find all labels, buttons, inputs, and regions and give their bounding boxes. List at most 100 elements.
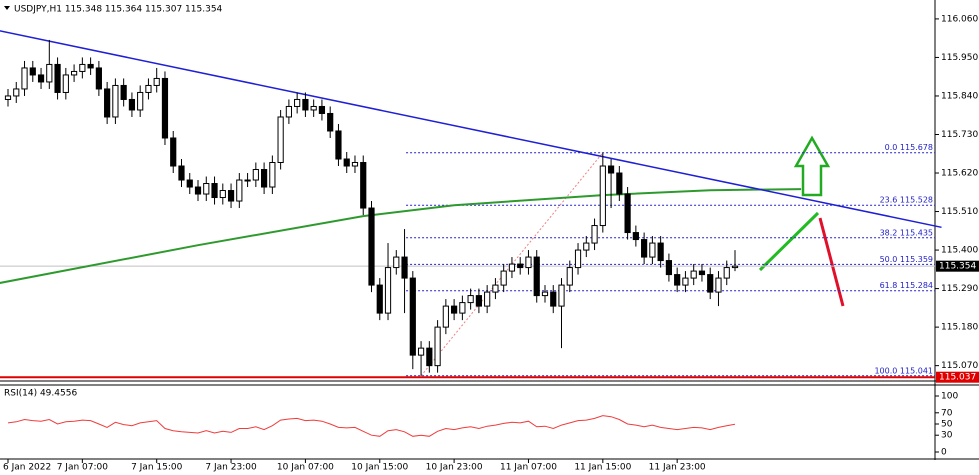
menu-icon <box>4 6 10 10</box>
candle-body <box>37 74 45 83</box>
candle-body <box>649 242 656 258</box>
candle-body <box>170 137 177 167</box>
candle-body <box>533 256 540 297</box>
candle-body <box>227 190 235 202</box>
candle-body <box>104 88 111 118</box>
candle-body <box>120 84 127 100</box>
fib-label: 50.0 115.359 <box>880 255 933 264</box>
candle-body <box>46 63 53 83</box>
rsi-title: RSI(14) 49.4556 <box>4 389 77 399</box>
candle-body <box>591 225 598 244</box>
candle-body <box>393 256 400 269</box>
x-tick-label: 11 Jan 23:00 <box>649 463 706 473</box>
y-tick-label: 115.730 <box>941 130 978 140</box>
candle-body <box>731 265 739 269</box>
candle-body <box>426 347 433 367</box>
up-scenario-line <box>758 211 820 272</box>
fib-label: 23.6 115.528 <box>880 196 933 205</box>
candle-body <box>384 267 392 314</box>
y-tick-label: 116.060 <box>941 14 978 24</box>
candle-body <box>550 291 557 307</box>
candle-body <box>285 105 292 118</box>
candle-body <box>318 105 326 114</box>
candle-body <box>607 165 615 174</box>
last-price-tag-box <box>936 260 979 272</box>
candle-body <box>624 193 631 234</box>
x-tick-label: 7 Jan 23:00 <box>205 463 257 473</box>
x-tick-label: 7 Jan 07:00 <box>57 463 109 473</box>
candle-body <box>137 91 144 111</box>
y-tick-label: 115.180 <box>941 323 978 333</box>
rsi-line <box>7 415 736 437</box>
support-tag-box <box>936 371 979 383</box>
candle-body <box>145 84 152 93</box>
candle-body <box>616 172 623 195</box>
candle-body <box>112 84 119 118</box>
candle-body <box>401 256 408 279</box>
candle-body <box>29 67 36 76</box>
y-tick-label: 115.290 <box>941 284 978 294</box>
y-tick-label: 115.070 <box>941 361 978 371</box>
candle-body <box>417 347 425 356</box>
candle-body <box>277 116 284 164</box>
x-tick-label: 6 Jan 2022 <box>3 463 51 473</box>
x-tick-label: 10 Jan 07:00 <box>277 463 334 473</box>
candle-body <box>558 284 565 307</box>
support-tag-label: 115.037 <box>939 373 976 383</box>
fib-label: 61.8 115.284 <box>880 281 933 290</box>
up-arrow <box>793 135 831 197</box>
candle-body <box>508 263 516 272</box>
candle-body <box>500 270 507 286</box>
rsi-tick-label: 0 <box>941 448 947 458</box>
candle-body <box>599 165 606 227</box>
candle-body <box>707 274 714 293</box>
candle-body <box>87 63 94 69</box>
candle-body <box>211 183 218 199</box>
candle-body <box>459 302 466 314</box>
candle-body <box>335 130 342 160</box>
candle-body <box>541 291 549 297</box>
candle-body <box>219 190 226 199</box>
rsi-tick-label: 30 <box>941 431 953 441</box>
candle-body <box>153 77 160 86</box>
last-price-tag-label: 115.354 <box>939 262 976 272</box>
candle-body <box>442 305 449 328</box>
candle-body <box>327 112 334 132</box>
y-tick-label: 115.400 <box>941 246 978 256</box>
fib-label: 38.2 115.435 <box>880 228 933 237</box>
candle-body <box>641 239 648 258</box>
candle-body <box>715 277 722 293</box>
candle-body <box>434 326 441 367</box>
candle-body <box>467 295 474 304</box>
candle-body <box>310 105 317 111</box>
x-tick-label: 11 Jan 07:00 <box>500 463 557 473</box>
candle-body <box>698 270 706 276</box>
candle-body <box>351 162 359 167</box>
candle-body <box>203 183 210 195</box>
y-tick-label: 115.840 <box>941 91 978 101</box>
candle-body <box>343 158 350 167</box>
candle-body <box>583 242 590 251</box>
candle-body <box>665 260 673 276</box>
candle-body <box>302 98 309 111</box>
candle-body <box>79 63 86 72</box>
candle-body <box>194 186 202 195</box>
candle-body <box>368 207 375 286</box>
candle-body <box>690 270 697 279</box>
y-tick-label: 115.510 <box>941 207 978 217</box>
candle-body <box>128 98 136 111</box>
y-tick-label: 115.620 <box>941 169 978 179</box>
x-tick-label: 10 Jan 15:00 <box>351 463 408 473</box>
candle-body <box>269 162 276 188</box>
candle-body <box>186 179 193 188</box>
candle-body <box>632 232 639 241</box>
candle-body <box>62 74 69 93</box>
fib-label: 0.0 115.678 <box>885 143 933 152</box>
candle-body <box>409 277 416 356</box>
candle-body <box>484 291 491 307</box>
candle-body <box>70 70 78 76</box>
candle-body <box>252 169 259 181</box>
